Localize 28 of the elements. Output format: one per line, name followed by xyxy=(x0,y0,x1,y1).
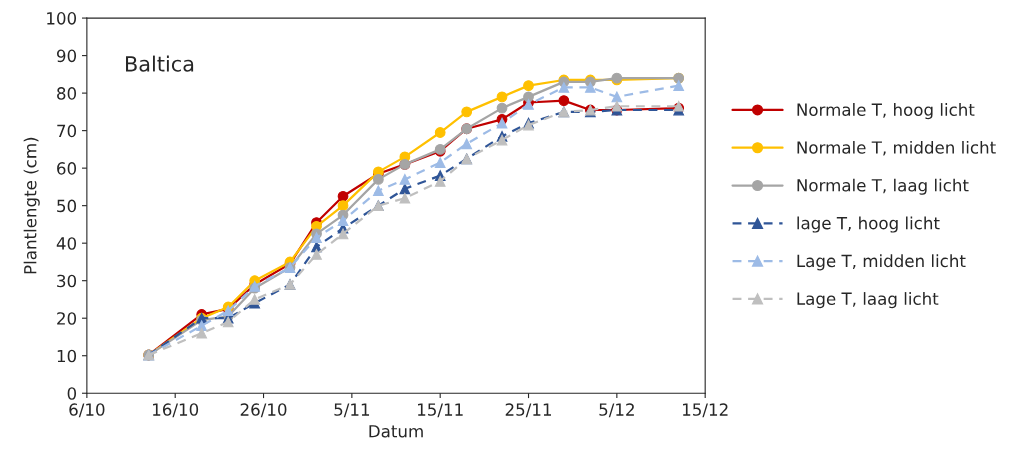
y-tick-label: 80 xyxy=(57,87,77,100)
x-tick-label: 5/12 xyxy=(599,403,634,418)
y-tick-label: 10 xyxy=(57,349,77,363)
x-tick-label: 26/10 xyxy=(240,403,287,418)
y-tick-label: 40 xyxy=(56,237,77,250)
y-tick-label: 0 xyxy=(67,387,77,400)
legend-label: Lage T, midden licht xyxy=(797,254,966,271)
y-tick-label: 90 xyxy=(56,49,77,63)
y-tick-label: 30 xyxy=(57,274,77,288)
legend-label: Lage T, laag licht xyxy=(797,292,939,309)
y-tick-label: 50 xyxy=(57,199,77,213)
y-tick-label: 60 xyxy=(57,162,77,175)
y-tick-label: 70 xyxy=(57,124,77,138)
annotation: Baltica xyxy=(126,55,194,72)
x-tick-label: 25/11 xyxy=(505,403,551,418)
legend-label: Normale T, laag licht xyxy=(797,178,969,195)
y-tick-label: 20 xyxy=(57,312,77,325)
y-axis-title: Plantlengte (cm) xyxy=(23,137,40,274)
y-tick-label: 100 xyxy=(47,12,77,25)
legend-label: Normale T, hoog licht xyxy=(797,103,975,120)
x-axis-title: Datum xyxy=(369,425,423,438)
x-tick-label: 16/10 xyxy=(153,403,199,418)
x-tick-label: 5/11 xyxy=(334,403,370,418)
x-tick-label: 15/11 xyxy=(418,403,463,418)
x-tick-label: 15/12 xyxy=(683,403,728,418)
x-tick-label: 6/10 xyxy=(69,403,105,418)
legend-label: Normale T, midden licht xyxy=(797,140,996,156)
legend-label: lage T, hoog licht xyxy=(797,216,940,233)
